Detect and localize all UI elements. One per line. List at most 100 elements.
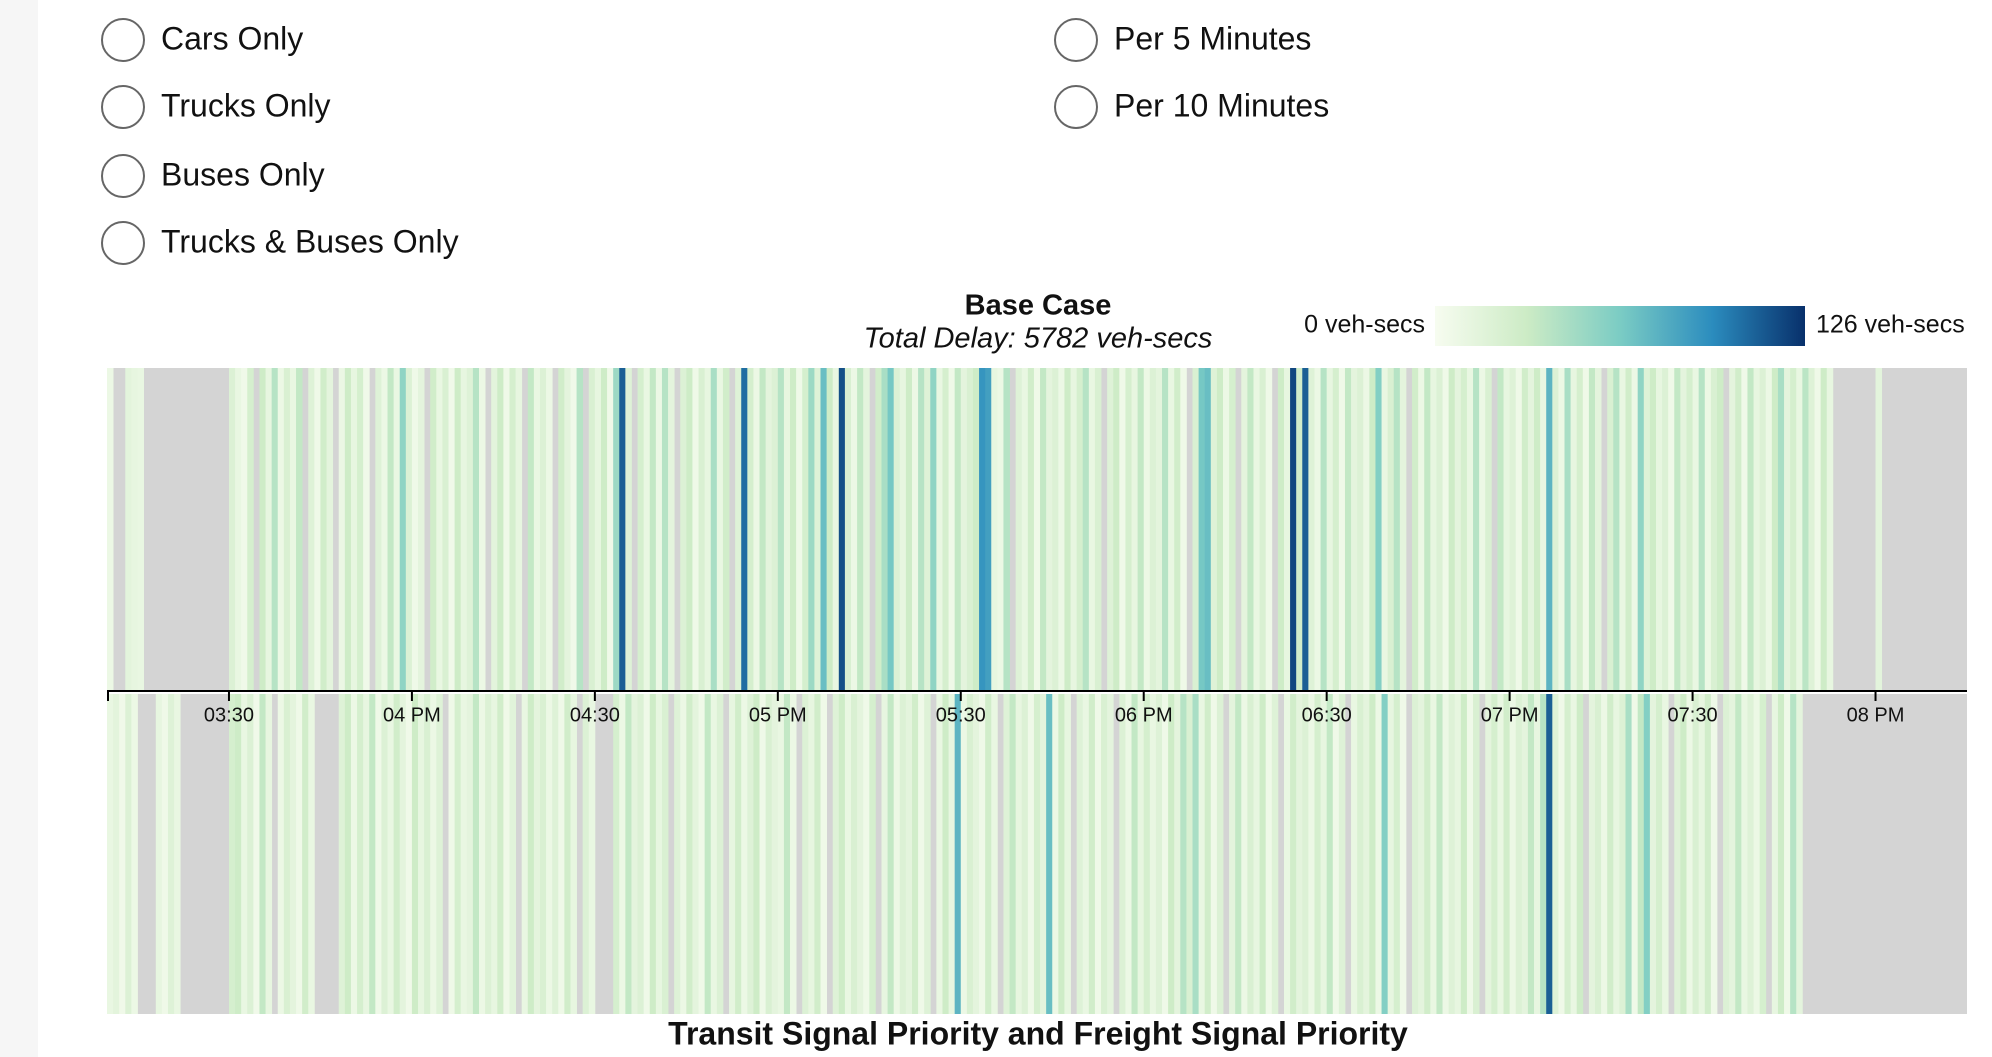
heat-cell (1357, 368, 1364, 690)
heat-cell (1344, 368, 1352, 690)
heat-cell (863, 694, 870, 1014)
heat-cell (1674, 694, 1681, 1014)
heat-cell (1033, 368, 1041, 690)
heat-cell (1040, 694, 1047, 1014)
heat-cell (1771, 368, 1779, 690)
heat-cell (1741, 368, 1748, 690)
heat-cell (503, 694, 510, 1014)
heat-cell (1003, 368, 1010, 690)
x-tick-label: 03:30 (204, 704, 254, 726)
heat-cell (954, 368, 962, 690)
heat-cell (924, 368, 931, 690)
colorbar-max-label: 126 veh-secs (1816, 311, 1965, 339)
heat-cell (1003, 694, 1010, 1014)
radio-button[interactable] (101, 18, 145, 62)
heat-cell (1418, 694, 1425, 1014)
heat-cell (1515, 368, 1523, 690)
radio-button[interactable] (1054, 18, 1098, 62)
heat-cell (838, 694, 846, 1014)
heat-cell (1235, 694, 1242, 1014)
heat-cell (1033, 694, 1041, 1014)
radio-button[interactable] (101, 221, 145, 265)
radio-button[interactable] (101, 85, 145, 129)
radio-button[interactable] (101, 154, 145, 198)
heat-cell (1021, 368, 1029, 690)
heat-cell (430, 368, 437, 690)
heat-cell (570, 694, 577, 1014)
heat-cell (613, 368, 620, 690)
heat-cell (844, 694, 852, 1014)
heat-cell (1491, 694, 1498, 1014)
heat-cell (1686, 694, 1693, 1014)
heat-cell (405, 694, 413, 1014)
heat-cell (1107, 368, 1114, 690)
heat-cell (820, 694, 828, 1014)
heat-cell (1442, 694, 1450, 1014)
heat-cell (308, 694, 315, 1014)
heat-cell (582, 694, 590, 1014)
heat-cell (863, 368, 870, 690)
heat-cell (710, 694, 718, 1014)
heat-cell (1101, 694, 1108, 1014)
heat-cell (936, 694, 943, 1014)
heat-cell (1296, 694, 1303, 1014)
heat-cell (491, 694, 498, 1014)
heat-cell (1198, 694, 1206, 1014)
heat-cell (411, 368, 419, 690)
heat-cell (363, 694, 370, 1014)
heat-cell (1759, 694, 1767, 1014)
heat-cell (1430, 368, 1437, 690)
heat-cell (259, 694, 266, 1014)
radio-label[interactable]: Cars Only (161, 20, 303, 56)
heat-cell (905, 368, 913, 690)
heat-cell (283, 694, 291, 1014)
heat-cell (491, 368, 498, 690)
heat-cell (722, 368, 730, 690)
heat-cell (1283, 694, 1291, 1014)
heat-cell (735, 368, 742, 690)
heat-cell (1143, 368, 1151, 690)
radio-button[interactable] (1054, 85, 1098, 129)
heat-cell (1094, 694, 1102, 1014)
heat-cell (796, 368, 803, 690)
heat-cell (1595, 694, 1602, 1014)
heat-cell (1094, 368, 1102, 690)
heat-cell (381, 368, 388, 690)
heat-cell (479, 368, 486, 690)
heat-cell (1223, 368, 1230, 690)
heat-cell (241, 368, 248, 690)
heat-cell (533, 368, 541, 690)
heat-cell (985, 694, 992, 1014)
heat-cell (1473, 368, 1480, 690)
heat-cell (1466, 694, 1474, 1014)
heat-cell (472, 694, 480, 1014)
heat-cell (1448, 368, 1456, 690)
heat-cell (1174, 368, 1181, 690)
heat-cell (747, 368, 754, 690)
heat-cell (1454, 368, 1462, 690)
heat-cell (1649, 368, 1657, 690)
radio-label[interactable]: Per 10 Minutes (1114, 87, 1329, 123)
radio-label[interactable]: Per 5 Minutes (1114, 20, 1311, 56)
heat-cell (1351, 368, 1358, 690)
heat-cell (1137, 368, 1145, 690)
heat-cell (454, 368, 462, 690)
heat-cell (1253, 694, 1260, 1014)
radio-label[interactable]: Trucks & Buses Only (161, 223, 459, 259)
heat-cell (558, 694, 565, 1014)
heat-cell (320, 368, 327, 690)
heat-cell (228, 694, 236, 1014)
heat-cell (692, 368, 699, 690)
heat-cell (960, 368, 968, 690)
heat-cell (241, 694, 248, 1014)
heat-cell (1503, 694, 1511, 1014)
heat-cell (265, 368, 273, 690)
radio-label[interactable]: Trucks Only (161, 87, 331, 123)
heat-cell (424, 694, 431, 1014)
radio-label[interactable]: Buses Only (161, 156, 325, 192)
heat-cell (625, 368, 632, 690)
heat-cell (1082, 694, 1090, 1014)
heat-cell (174, 694, 181, 1014)
heat-cell (814, 368, 821, 690)
